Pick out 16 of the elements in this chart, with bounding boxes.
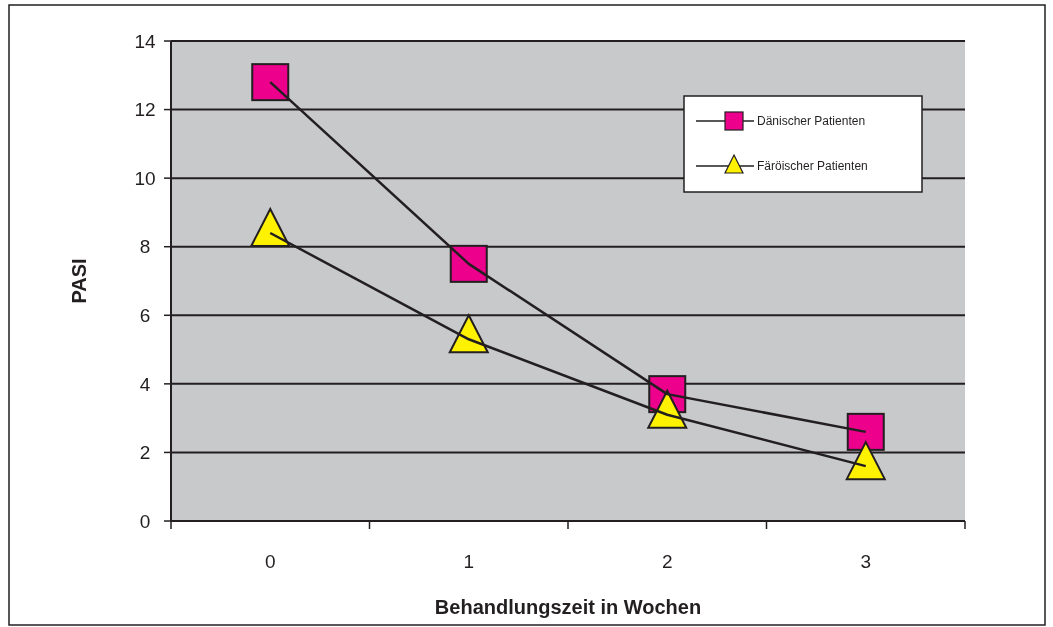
x-axis-title: Behandlungszeit in Wochen <box>434 596 702 618</box>
y-tick-label: 14 <box>134 30 156 52</box>
y-tick-label: 2 <box>139 442 151 464</box>
x-tick-label: 0 <box>264 551 276 572</box>
legend-label: Färöischer Patienten <box>757 159 868 173</box>
y-tick-label: 12 <box>134 99 156 121</box>
y-tick-label: 10 <box>134 167 156 189</box>
x-tick-label: 2 <box>661 551 673 572</box>
y-tick-label: 8 <box>139 236 151 258</box>
x-tick-label: 1 <box>463 551 475 572</box>
y-axis-title: PASI <box>68 258 90 304</box>
legend-label: Dänischer Patienten <box>757 114 866 128</box>
y-tick-label: 4 <box>139 373 151 395</box>
y-tick-label: 6 <box>139 304 151 326</box>
x-tick-label: 3 <box>860 551 872 572</box>
y-tick-label: 0 <box>139 510 151 532</box>
